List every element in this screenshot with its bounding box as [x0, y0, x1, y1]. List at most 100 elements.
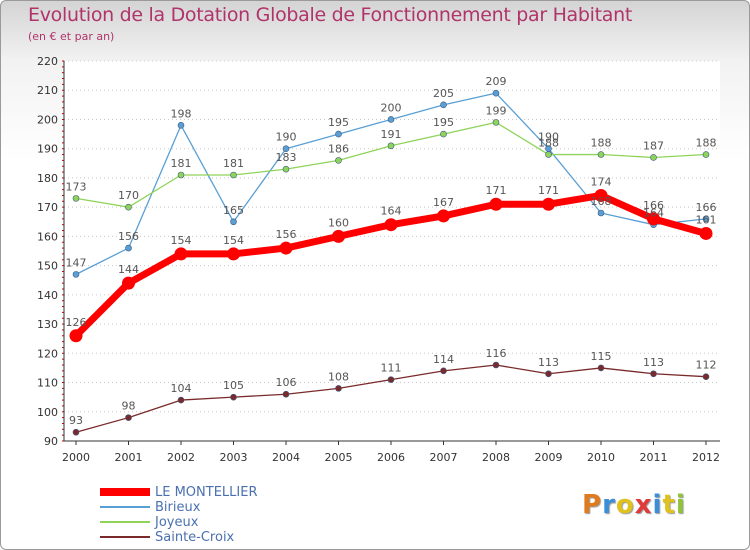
- data-label: 116: [486, 347, 507, 360]
- y-tick-label: 200: [37, 113, 58, 126]
- y-tick-label: 100: [37, 406, 58, 419]
- chart-subtitle: (en € et par an): [28, 30, 115, 43]
- data-label: 115: [591, 350, 612, 363]
- data-label: 154: [171, 234, 192, 247]
- y-tick-label: 120: [37, 347, 58, 360]
- data-point: [440, 101, 447, 109]
- data-point: [335, 157, 342, 164]
- data-label: 199: [486, 104, 507, 117]
- data-point: [69, 329, 83, 343]
- data-point: [72, 271, 80, 278]
- data-label: 113: [643, 356, 664, 369]
- data-label: 170: [118, 189, 139, 202]
- legend-swatch: [100, 488, 150, 496]
- data-label: 147: [66, 256, 87, 269]
- data-point: [177, 171, 185, 179]
- y-tick-label: 220: [37, 55, 58, 68]
- data-label: 181: [223, 157, 244, 170]
- data-label: 205: [433, 87, 454, 100]
- data-label: 165: [223, 204, 244, 217]
- data-label: 190: [538, 131, 559, 144]
- x-tick-label: 2003: [220, 451, 248, 464]
- data-point: [440, 130, 447, 138]
- x-tick-label: 2012: [692, 451, 720, 464]
- data-label: 186: [328, 142, 349, 155]
- data-label: 111: [381, 362, 402, 375]
- data-point: [125, 203, 132, 211]
- proxiti-logo: Proxiti: [582, 490, 686, 520]
- data-point: [332, 229, 345, 243]
- x-tick-label: 2006: [377, 451, 405, 464]
- data-label: 173: [66, 180, 87, 193]
- data-label: 183: [276, 151, 297, 164]
- data-label: 112: [696, 359, 717, 372]
- x-tick-label: 2007: [430, 451, 458, 464]
- data-label: 93: [69, 414, 83, 427]
- y-tick-label: 180: [37, 172, 58, 185]
- data-point: [227, 247, 240, 261]
- data-point: [650, 370, 657, 378]
- data-label: 144: [118, 263, 139, 276]
- data-point: [230, 171, 237, 179]
- legend-label: Birieux: [155, 500, 201, 515]
- y-tick-label: 90: [44, 435, 58, 448]
- data-label: 98: [122, 400, 136, 413]
- data-label: 161: [696, 213, 717, 226]
- data-point: [279, 241, 293, 255]
- x-tick-label: 2005: [325, 451, 353, 464]
- data-point: [650, 154, 657, 161]
- data-point: [492, 361, 500, 369]
- data-point: [699, 226, 713, 240]
- y-tick-label: 170: [37, 201, 58, 214]
- data-point: [492, 89, 500, 97]
- x-tick-label: 2011: [640, 451, 668, 464]
- data-point: [177, 396, 185, 404]
- data-label: 114: [433, 353, 454, 366]
- data-label: 181: [171, 157, 192, 170]
- legend-swatch: [100, 521, 150, 523]
- x-tick-label: 2010: [587, 451, 615, 464]
- data-point: [440, 367, 447, 375]
- data-label: 166: [643, 199, 664, 212]
- data-label: 171: [538, 184, 559, 197]
- legend-label: LE MONTELLIER: [155, 485, 258, 500]
- data-point: [384, 218, 398, 232]
- chart-title: Evolution de la Dotation Globale de Fonc…: [28, 4, 633, 26]
- data-point: [72, 428, 80, 436]
- data-label: 126: [66, 316, 87, 329]
- data-point: [125, 414, 132, 421]
- data-point: [282, 390, 290, 398]
- data-label: 168: [591, 195, 612, 208]
- x-tick-label: 2000: [62, 451, 90, 464]
- data-label: 154: [223, 234, 244, 247]
- x-tick-label: 2004: [272, 451, 300, 464]
- y-tick-label: 130: [37, 318, 58, 331]
- data-point: [489, 197, 503, 211]
- data-point: [542, 197, 555, 211]
- data-point: [545, 370, 552, 378]
- data-point: [387, 142, 395, 150]
- data-point: [230, 393, 237, 401]
- x-tick-label: 2009: [535, 451, 563, 464]
- data-label: 200: [381, 101, 402, 114]
- data-point: [437, 209, 450, 223]
- data-point: [594, 188, 608, 202]
- data-label: 164: [381, 205, 402, 218]
- data-label: 188: [591, 137, 612, 150]
- data-label: 171: [486, 184, 507, 197]
- data-label: 164: [643, 207, 664, 220]
- data-point: [335, 385, 342, 392]
- y-tick-label: 150: [37, 260, 58, 273]
- data-label: 160: [328, 216, 349, 229]
- data-label: 190: [276, 131, 297, 144]
- x-tick-label: 2008: [482, 451, 510, 464]
- data-point: [492, 119, 500, 126]
- y-tick-label: 160: [37, 230, 58, 243]
- data-point: [545, 151, 552, 158]
- data-label: 195: [328, 116, 349, 129]
- legend-swatch: [100, 536, 150, 538]
- data-point: [702, 151, 710, 158]
- data-label: 166: [696, 201, 717, 214]
- data-label: 105: [223, 379, 244, 392]
